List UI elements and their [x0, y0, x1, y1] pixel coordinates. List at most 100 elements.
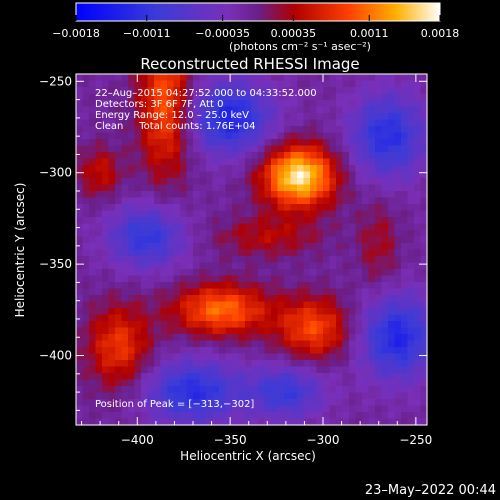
- heatmap-cell: [329, 223, 337, 231]
- heatmap-cell: [375, 217, 383, 225]
- heatmap-cell: [180, 74, 188, 82]
- heatmap-cell: [232, 217, 240, 225]
- heatmap-cell: [336, 236, 344, 244]
- heatmap-cell: [420, 269, 428, 277]
- heatmap-cell: [147, 321, 155, 329]
- x-tick-label: −300: [307, 433, 340, 447]
- heatmap-cell: [180, 301, 188, 309]
- heatmap-cell: [128, 184, 136, 192]
- heatmap-cell: [271, 275, 279, 283]
- heatmap-cell: [180, 269, 188, 277]
- heatmap-cell: [245, 197, 253, 205]
- heatmap-cell: [238, 80, 246, 88]
- heatmap-cell: [193, 106, 201, 114]
- heatmap-cell: [186, 223, 194, 231]
- heatmap-cell: [147, 236, 155, 244]
- heatmap-cell: [219, 191, 227, 199]
- heatmap-cell: [271, 223, 279, 231]
- heatmap-cell: [290, 243, 298, 251]
- heatmap-cell: [290, 113, 298, 121]
- heatmap-cell: [154, 275, 162, 283]
- heatmap-cell: [186, 256, 194, 264]
- heatmap-cell: [82, 405, 90, 413]
- heatmap-cell: [121, 184, 129, 192]
- heatmap-cell: [381, 256, 389, 264]
- heatmap-cell: [206, 256, 214, 264]
- heatmap-cell: [225, 145, 233, 153]
- heatmap-cell: [414, 308, 422, 316]
- heatmap-cell: [160, 119, 168, 127]
- heatmap-cell: [362, 191, 370, 199]
- heatmap-cell: [199, 249, 207, 257]
- heatmap-cell: [121, 171, 129, 179]
- heatmap-cell: [420, 256, 428, 264]
- heatmap-cell: [284, 100, 292, 108]
- heatmap-cell: [95, 366, 103, 374]
- heatmap-cell: [95, 106, 103, 114]
- heatmap-cell: [297, 392, 305, 400]
- heatmap-cell: [121, 204, 129, 212]
- heatmap-cell: [108, 158, 116, 166]
- heatmap-cell: [368, 100, 376, 108]
- heatmap-cell: [173, 301, 181, 309]
- heatmap-cell: [154, 243, 162, 251]
- heatmap-cell: [329, 399, 337, 407]
- heatmap-cell: [199, 334, 207, 342]
- heatmap-cell: [401, 269, 409, 277]
- heatmap-cell: [238, 256, 246, 264]
- heatmap-cell: [264, 139, 272, 147]
- heatmap-cell: [251, 373, 259, 381]
- heatmap-cell: [167, 314, 175, 322]
- heatmap-cell: [264, 340, 272, 348]
- heatmap-cell: [284, 171, 292, 179]
- heatmap-cell: [115, 204, 123, 212]
- heatmap-cell: [290, 314, 298, 322]
- heatmap-cell: [277, 171, 285, 179]
- heatmap-cell: [349, 152, 357, 160]
- heatmap-cell: [199, 80, 207, 88]
- heatmap-cell: [277, 366, 285, 374]
- heatmap-cell: [212, 113, 220, 121]
- heatmap-cell: [310, 204, 318, 212]
- heatmap-cell: [381, 288, 389, 296]
- heatmap-cell: [186, 327, 194, 335]
- heatmap-cell: [414, 74, 422, 82]
- heatmap-cell: [167, 340, 175, 348]
- heatmap-cell: [394, 295, 402, 303]
- heatmap-cell: [219, 113, 227, 121]
- heatmap-cell: [277, 93, 285, 101]
- heatmap-cell: [219, 353, 227, 361]
- heatmap-cell: [95, 178, 103, 186]
- heatmap-cell: [102, 132, 110, 140]
- heatmap-cell: [102, 301, 110, 309]
- heatmap-cell: [368, 191, 376, 199]
- heatmap-cell: [134, 113, 142, 121]
- heatmap-cell: [349, 197, 357, 205]
- heatmap-cell: [154, 418, 162, 426]
- heatmap-cell: [160, 113, 168, 121]
- heatmap-cell: [225, 243, 233, 251]
- heatmap-cell: [251, 119, 259, 127]
- heatmap-cell: [121, 217, 129, 225]
- heatmap-cell: [95, 275, 103, 283]
- heatmap-cell: [277, 217, 285, 225]
- heatmap-cell: [284, 93, 292, 101]
- heatmap-cell: [277, 418, 285, 426]
- heatmap-cell: [89, 191, 97, 199]
- heatmap-cell: [362, 106, 370, 114]
- heatmap-cell: [167, 275, 175, 283]
- heatmap-cell: [186, 308, 194, 316]
- heatmap-cell: [420, 340, 428, 348]
- heatmap-cell: [89, 236, 97, 244]
- heatmap-cell: [76, 366, 84, 374]
- heatmap-cell: [95, 288, 103, 296]
- heatmap-cell: [128, 217, 136, 225]
- heatmap-cell: [271, 262, 279, 270]
- heatmap-cell: [375, 243, 383, 251]
- heatmap-cell: [316, 243, 324, 251]
- heatmap-cell: [147, 314, 155, 322]
- heatmap-cell: [245, 314, 253, 322]
- heatmap-cell: [134, 100, 142, 108]
- heatmap-cell: [381, 210, 389, 218]
- heatmap-cell: [173, 126, 181, 134]
